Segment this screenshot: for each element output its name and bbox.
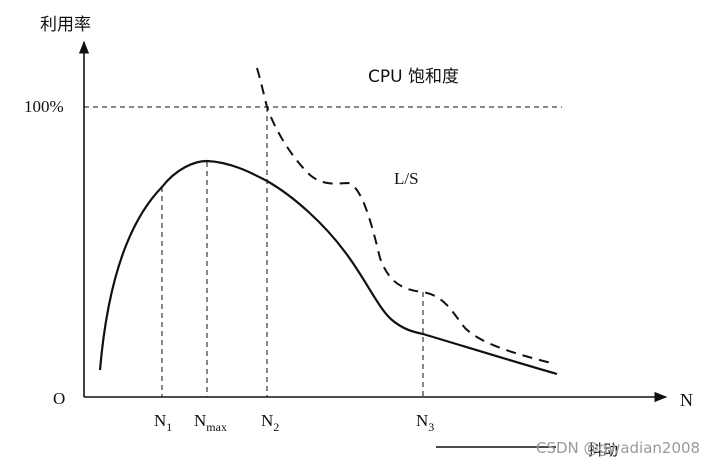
- cpu-saturation-label: CPU 饱和度: [368, 67, 459, 87]
- n1-label: N1: [154, 411, 172, 434]
- y-mark-label: 100%: [24, 97, 64, 116]
- footer-label: 抖动: [588, 441, 618, 459]
- utilization-curve: [98, 159, 558, 376]
- nmax-label: Nmax: [194, 411, 227, 434]
- y-axis-label: 利用率: [40, 15, 91, 35]
- cpu-saturation-curve: [256, 67, 556, 365]
- origin-label: O: [53, 389, 65, 408]
- ls-label: L/S: [394, 169, 419, 188]
- watermark-text: CSDN @gwadian2008: [536, 439, 700, 457]
- n2-label: N2: [261, 411, 279, 434]
- x-axis-label: N: [680, 390, 693, 410]
- n3-label: N3: [416, 411, 434, 434]
